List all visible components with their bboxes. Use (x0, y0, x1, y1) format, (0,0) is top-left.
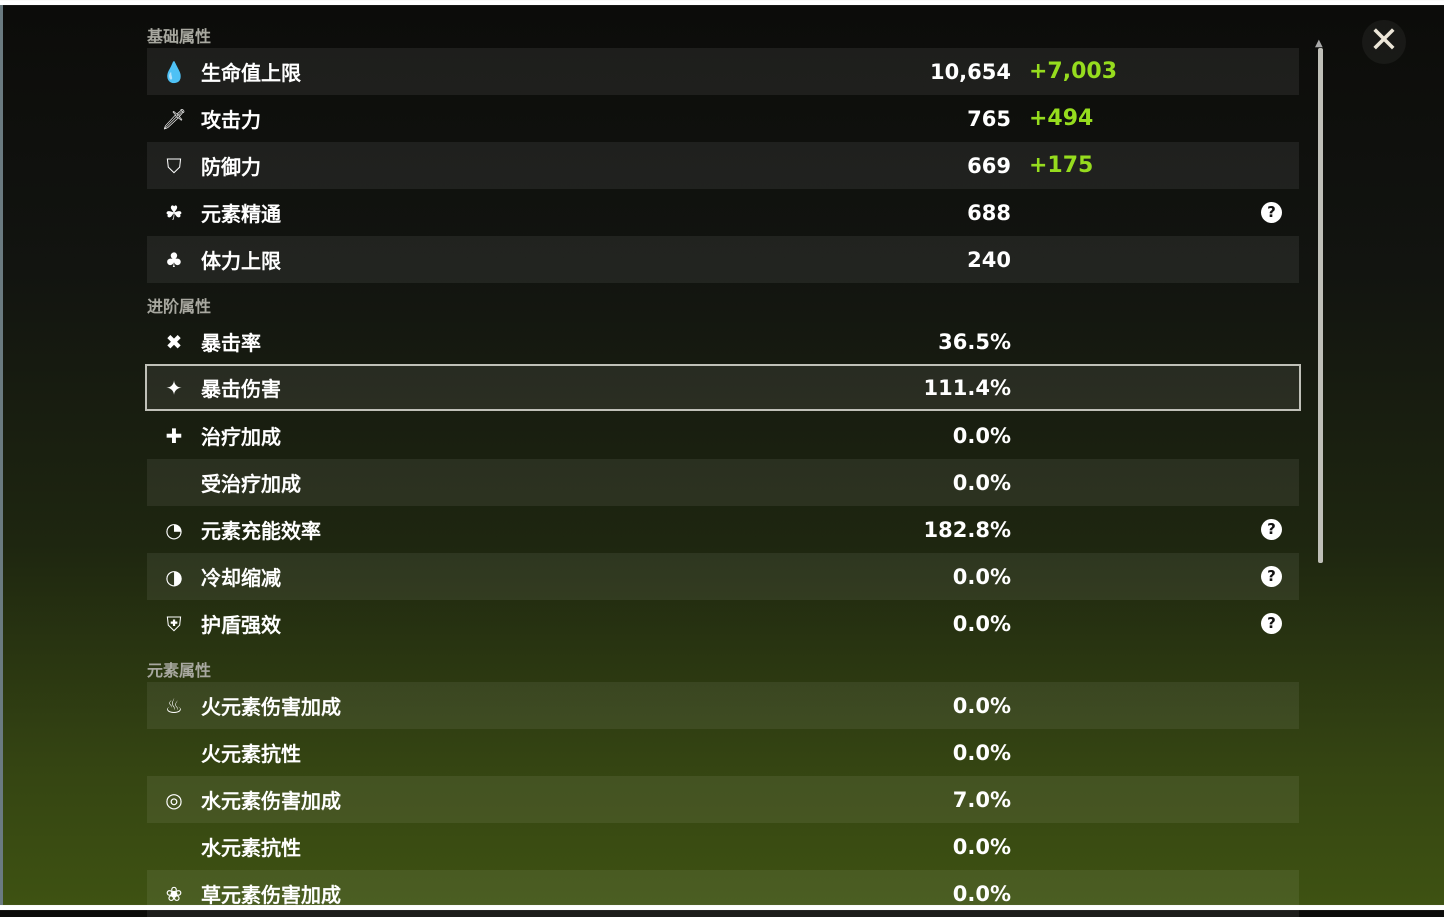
stat-row[interactable]: ♣ 体力上限 240 (147, 236, 1299, 283)
help-icon[interactable]: ? (1261, 519, 1282, 540)
stat-row[interactable]: 受治疗加成 0.0% (147, 459, 1299, 506)
energy-recharge-icon: ◔ (165, 517, 183, 542)
stat-row[interactable]: ❀ 草元素伤害加成 0.0% (147, 870, 1299, 917)
stat-label: 治疗加成 (201, 425, 281, 449)
help-icon[interactable]: ? (1261, 202, 1282, 223)
hp-drop-icon: 💧 (161, 59, 187, 84)
stat-label: 暴击率 (201, 331, 261, 355)
stat-label: 火元素抗性 (201, 742, 301, 766)
stat-row[interactable]: ◔ 元素充能效率 182.8%? (147, 506, 1299, 553)
stat-label: 元素充能效率 (201, 519, 321, 543)
stat-label: 水元素抗性 (201, 836, 301, 860)
stat-label: 火元素伤害加成 (201, 695, 341, 719)
section-advanced-title: 进阶属性 (147, 297, 212, 316)
elemental-mastery-icon: ☘ (165, 200, 183, 225)
stat-value: 111.4% (923, 375, 1011, 400)
stat-row[interactable]: ✚ 治疗加成 0.0% (147, 412, 1299, 459)
stat-row[interactable]: ✖ 暴击率 36.5% (147, 318, 1299, 365)
stat-row[interactable]: ⛨ 护盾强效 0.0%? (147, 600, 1299, 647)
stat-bonus: +494 (1029, 106, 1094, 131)
stat-value: 0.0% (952, 740, 1011, 765)
stat-row[interactable]: ♨ 火元素伤害加成 0.0% (147, 682, 1299, 729)
shield-icon: ⛉ (166, 153, 182, 178)
healing-cross-icon: ✚ (165, 423, 183, 448)
stat-value: 10,654 (929, 59, 1011, 84)
stat-value: 240 (967, 247, 1011, 272)
scroll-up-arrow[interactable]: ▲ (1315, 38, 1323, 49)
window-edge (0, 5, 3, 905)
stat-row[interactable]: ◑ 冷却缩减 0.0%? (147, 553, 1299, 600)
stat-row[interactable]: 💧 生命值上限 10,654 +7,003 (147, 48, 1299, 95)
cooldown-icon: ◑ (165, 564, 183, 589)
stat-label: 元素精通 (201, 202, 281, 226)
stat-row[interactable]: ☘ 元素精通 688? (147, 189, 1299, 236)
scrollbar[interactable] (1318, 48, 1323, 563)
stat-label: 暴击伤害 (201, 377, 281, 401)
stat-row[interactable]: ◎ 水元素伤害加成 7.0% (147, 776, 1299, 823)
stat-value: 0.0% (952, 834, 1011, 859)
stat-row[interactable]: 火元素抗性 0.0% (147, 729, 1299, 776)
shield-strength-icon: ⛨ (166, 611, 182, 636)
stat-row[interactable]: ⛉ 防御力 669 +175 (147, 142, 1299, 189)
stat-label: 水元素伤害加成 (201, 789, 341, 813)
section-basic-title: 基础属性 (147, 27, 212, 46)
stat-value: 688 (967, 200, 1011, 225)
stat-value: 0.0% (952, 564, 1011, 589)
close-button[interactable]: ✕ (1362, 20, 1406, 64)
stat-value: 0.0% (952, 470, 1011, 495)
stat-value: 0.0% (952, 423, 1011, 448)
help-icon[interactable]: ? (1261, 566, 1282, 587)
stat-bonus: +175 (1029, 153, 1094, 178)
hydro-icon: ◎ (165, 787, 183, 812)
stat-value: 0.0% (952, 693, 1011, 718)
stat-value: 669 (967, 153, 1011, 178)
section-elemental-title: 元素属性 (147, 661, 212, 680)
stat-value: 7.0% (952, 787, 1011, 812)
stat-label: 攻击力 (201, 108, 261, 132)
stat-label: 草元素伤害加成 (201, 883, 341, 907)
dendro-icon: ❀ (165, 881, 183, 906)
stat-row[interactable]: 水元素抗性 0.0% (147, 823, 1299, 870)
stat-label: 受治疗加成 (201, 472, 301, 496)
stat-value: 182.8% (923, 517, 1011, 542)
crit-rate-icon: ✖ (165, 329, 183, 354)
stat-label: 生命值上限 (201, 61, 301, 85)
help-icon[interactable]: ? (1261, 613, 1282, 634)
stat-bonus: +7,003 (1029, 59, 1118, 84)
stat-label: 冷却缩减 (201, 566, 281, 590)
pyro-icon: ♨ (165, 693, 183, 718)
crit-dmg-icon: ✦ (165, 375, 183, 400)
sword-icon: 🗡 (161, 106, 187, 131)
stat-value: 0.0% (952, 611, 1011, 636)
stat-value: 765 (967, 106, 1011, 131)
stat-label: 体力上限 (201, 249, 281, 273)
stat-row[interactable]: ✦ 暴击伤害 111.4% (145, 364, 1301, 411)
stat-label: 护盾强效 (201, 613, 281, 637)
stat-label: 防御力 (201, 155, 261, 179)
stamina-icon: ♣ (165, 247, 183, 272)
stat-row[interactable]: 🗡 攻击力 765 +494 (147, 95, 1299, 142)
stat-value: 0.0% (952, 881, 1011, 906)
stat-value: 36.5% (938, 329, 1011, 354)
